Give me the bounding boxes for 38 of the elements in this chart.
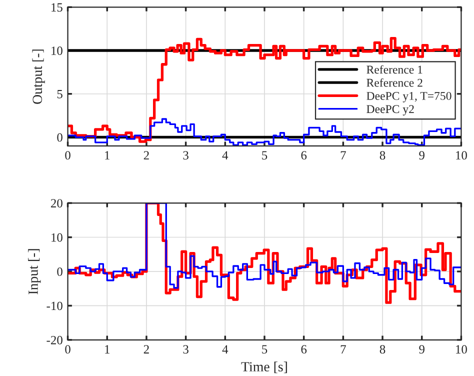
x-tick-label: 5 xyxy=(262,345,268,354)
y-axis-title: Input [-] xyxy=(28,249,41,294)
x-tick-label: 1 xyxy=(105,345,110,354)
x-tick-label: 4 xyxy=(222,345,228,354)
y-tick-label: 10 xyxy=(52,233,62,242)
y-tick-label: 5 xyxy=(57,90,62,98)
y-tick-label: -20 xyxy=(46,336,62,344)
x-tick-label: 9 xyxy=(419,345,424,354)
x-tick-label: 9 xyxy=(419,151,424,160)
x-tick-label: 4 xyxy=(222,151,228,160)
y-tick-label: 0 xyxy=(57,267,62,276)
legend-label: DeePC y1, T=750 xyxy=(366,92,452,102)
y-tick-label: 15 xyxy=(52,3,62,12)
x-tick-label: 5 xyxy=(262,151,268,160)
y-tick-label: 10 xyxy=(52,46,62,55)
x-tick-label: 8 xyxy=(380,345,386,354)
x-tick-label: 0 xyxy=(65,345,70,354)
x-tick-label: 1 xyxy=(105,151,110,160)
x-tick-label: 10 xyxy=(456,151,467,160)
x-tick-label: 7 xyxy=(340,151,346,160)
y-tick-label: 20 xyxy=(50,199,62,208)
x-tick-label: 8 xyxy=(380,151,386,160)
x-tick-label: 0 xyxy=(65,151,70,160)
x-tick-label: 2 xyxy=(144,345,149,354)
y-tick-label: 0 xyxy=(57,133,62,142)
x-axis-title: Time [s] xyxy=(241,362,287,374)
x-tick-label: 3 xyxy=(183,151,188,160)
x-tick-label: 6 xyxy=(301,151,307,160)
legend-label: DeePC y2 xyxy=(366,105,414,116)
y-axis-title: Output [-] xyxy=(32,50,45,104)
x-tick-label: 7 xyxy=(340,345,346,354)
x-tick-label: 2 xyxy=(144,151,149,160)
x-tick-label: 3 xyxy=(183,345,188,354)
x-tick-label: 10 xyxy=(456,345,467,354)
y-tick-label: -10 xyxy=(46,302,62,310)
legend-label: Reference 1 xyxy=(366,65,422,74)
x-tick-label: 6 xyxy=(301,345,307,354)
legend-label: Reference 2 xyxy=(366,78,422,87)
